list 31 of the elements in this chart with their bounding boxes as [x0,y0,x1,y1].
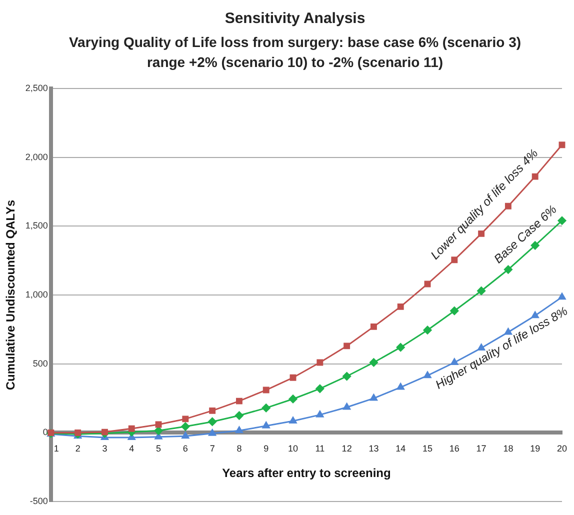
x-tick-label: 9 [264,444,269,454]
y-tick-label: 2,500 [25,82,48,93]
x-tick-label: 8 [236,444,242,454]
x-tick-label: 11 [315,444,325,454]
x-tick-label: 17 [476,444,486,454]
chart-subtitle: Varying Quality of Life loss from surgery: base case 6% (scenario 3) range +2% (scenario 10) to -2% (scenario 11) [68,33,522,72]
y-axis-title: Cumulative Undiscounted QALYs [4,200,18,390]
y-tick-label: 0 [42,427,48,438]
x-tick-label: 3 [102,444,108,454]
x-tick-label: 10 [288,444,298,454]
x-tick-label: 15 [422,444,433,454]
x-tick-label: 18 [503,444,514,454]
x-axis-title: Years after entry to screening [222,466,391,480]
x-tick-label: 14 [396,444,406,454]
x-tick-label: 7 [210,444,215,454]
y-tick-label: 500 [32,358,48,368]
x-tick-label: 1 [54,444,59,454]
chart-title: Sensitivity Analysis [224,10,366,27]
x-tick-label: 2 [75,444,80,454]
y-tick-label: 1,500 [25,220,48,231]
y-tick-label: 1,000 [25,289,48,300]
x-tick-label: 12 [342,444,352,454]
x-tick-label: 16 [449,444,460,454]
x-tick-label: 6 [182,444,188,454]
x-tick-label: 4 [129,444,134,454]
x-tick-label: 13 [368,444,379,454]
x-tick-label: 5 [156,444,162,454]
y-tick-label: -500 [30,496,48,506]
x-tick-label: 20 [556,444,568,454]
y-tick-label: 2,000 [25,152,48,162]
x-tick-label: 19 [530,444,540,454]
